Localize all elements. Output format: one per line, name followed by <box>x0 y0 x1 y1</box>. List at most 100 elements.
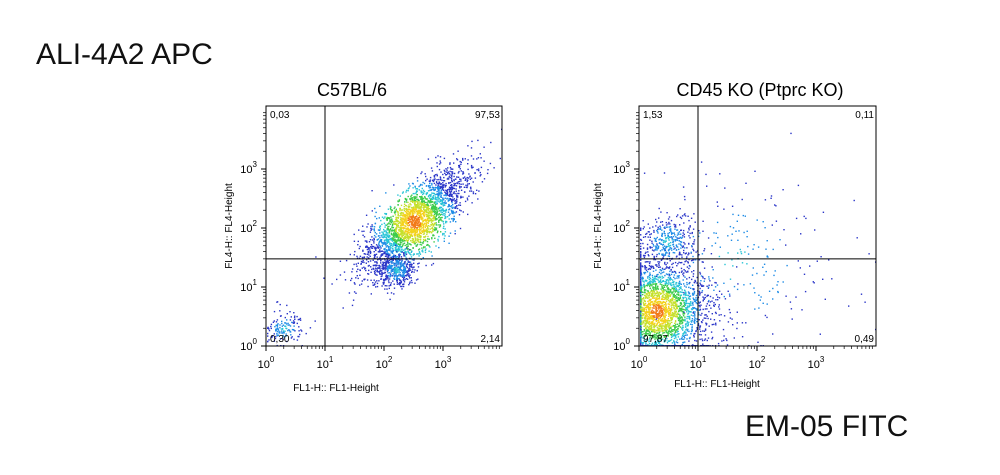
scatter-point <box>718 314 720 316</box>
scatter-point <box>405 257 407 259</box>
scatter-point <box>400 230 402 232</box>
scatter-point <box>433 202 435 204</box>
scatter-point <box>383 217 385 220</box>
scatter-point <box>450 198 452 201</box>
scatter-point <box>408 268 410 270</box>
scatter-point <box>386 252 389 254</box>
scatter-point <box>391 269 394 272</box>
scatter-point <box>699 308 702 311</box>
scatter-point <box>702 220 704 222</box>
scatter-point <box>414 186 416 188</box>
footer-label: EM-05 FITC <box>745 410 909 443</box>
scatter-point <box>412 209 414 211</box>
scatter-point <box>288 324 291 326</box>
scatter-point <box>452 192 455 194</box>
scatter-point <box>674 295 676 298</box>
scatter-point <box>439 179 442 181</box>
scatter-point <box>392 250 394 252</box>
scatter-point <box>650 289 653 291</box>
scatter-point <box>381 254 384 256</box>
scatter-point <box>381 223 383 226</box>
scatter-point <box>422 213 424 215</box>
scatter-point <box>413 200 415 202</box>
scatter-point <box>695 297 697 299</box>
scatter-point <box>696 282 698 284</box>
scatter-point <box>382 253 384 255</box>
scatter-point <box>688 337 691 339</box>
scatter-point <box>412 239 415 241</box>
scatter-point <box>407 270 409 272</box>
scatter-point <box>416 212 418 215</box>
scatter-point <box>449 181 452 184</box>
scatter-point <box>435 217 437 220</box>
scatter-point <box>404 233 406 235</box>
scatter-point <box>276 319 279 321</box>
scatter-point <box>389 298 391 301</box>
scatter-point <box>458 183 461 185</box>
scatter-point <box>447 173 449 175</box>
scatter-point <box>385 238 388 240</box>
scatter-point <box>278 332 280 334</box>
scatter-point <box>684 330 686 333</box>
scatter-point <box>661 338 664 340</box>
scatter-point <box>651 312 654 314</box>
scatter-point <box>664 281 666 283</box>
scatter-point <box>733 337 735 339</box>
scatter-point <box>386 253 389 256</box>
scatter-point <box>379 272 381 274</box>
scatter-point <box>388 257 390 259</box>
scatter-point <box>408 238 410 240</box>
scatter-point <box>702 330 704 332</box>
scatter-point <box>417 217 419 219</box>
scatter-point <box>429 228 431 230</box>
scatter-point <box>387 274 390 277</box>
scatter-point <box>427 200 429 202</box>
scatter-point <box>399 222 401 224</box>
scatter-point <box>425 193 427 195</box>
scatter-point <box>418 212 420 214</box>
scatter-point <box>451 200 453 202</box>
scatter-point <box>372 282 374 284</box>
scatter-point <box>642 343 644 345</box>
scatter-point <box>412 241 415 243</box>
scatter-point <box>397 261 399 263</box>
scatter-point <box>684 302 687 304</box>
scatter-point <box>405 191 407 193</box>
scatter-point <box>476 189 478 191</box>
scatter-point <box>381 272 383 274</box>
scatter-point <box>382 261 384 263</box>
scatter-point <box>661 258 663 261</box>
scatter-point <box>398 236 400 238</box>
scatter-point <box>366 253 368 255</box>
scatter-point <box>445 193 447 196</box>
scatter-point <box>359 269 361 271</box>
scatter-point <box>359 274 361 276</box>
scatter-point <box>388 243 391 245</box>
scatter-point <box>386 277 388 279</box>
scatter-point <box>407 237 409 239</box>
scatter-point <box>409 232 411 234</box>
scatter-point <box>431 201 433 203</box>
scatter-point <box>644 286 646 288</box>
scatter-point <box>403 253 405 255</box>
scatter-point <box>391 243 393 245</box>
scatter-point <box>395 262 397 264</box>
scatter-point <box>440 189 443 191</box>
scatter-point <box>413 199 416 201</box>
scatter-point <box>415 245 418 247</box>
scatter-point <box>397 213 399 216</box>
scatter-point <box>404 211 407 213</box>
scatter-point <box>640 273 643 276</box>
scatter-point <box>480 174 482 176</box>
scatter-point <box>434 194 436 196</box>
scatter-point <box>680 291 682 293</box>
scatter-point <box>416 193 418 196</box>
scatter-point <box>665 293 667 295</box>
scatter-point <box>686 311 688 313</box>
scatter-point <box>387 266 389 268</box>
scatter-point <box>418 262 420 264</box>
scatter-point <box>472 181 474 183</box>
scatter-point <box>427 158 430 160</box>
scatter-point <box>661 289 663 292</box>
scatter-point <box>709 295 712 298</box>
